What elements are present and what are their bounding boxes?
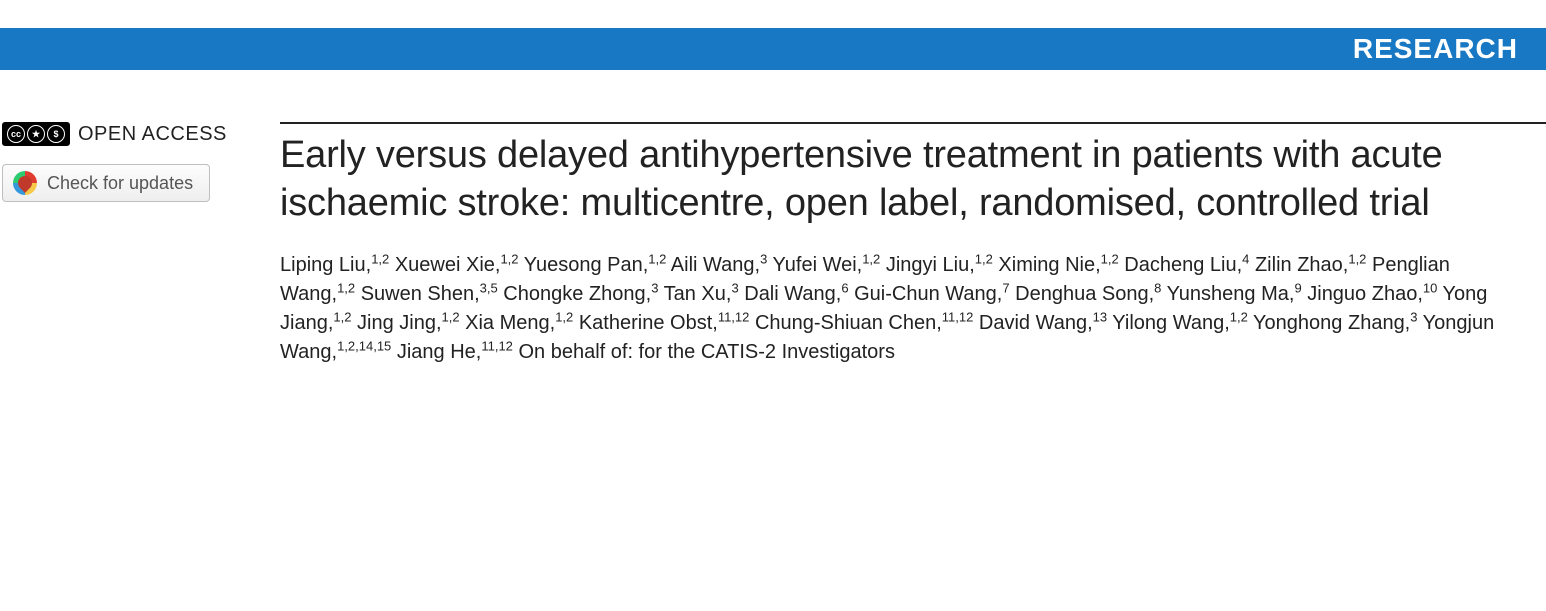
- open-access-label: OPEN ACCESS: [78, 123, 227, 146]
- article-title: Early versus delayed antihypertensive tr…: [280, 132, 1522, 227]
- content-row: cc ★ $ OPEN ACCESS Check for updates Ear…: [0, 122, 1546, 367]
- crossmark-icon: [13, 171, 37, 195]
- open-access-badge: cc ★ $ OPEN ACCESS: [2, 122, 280, 146]
- check-for-updates-button[interactable]: Check for updates: [2, 164, 210, 202]
- article-header: Early versus delayed antihypertensive tr…: [280, 122, 1546, 367]
- check-updates-label: Check for updates: [47, 173, 193, 194]
- nc-icon: $: [47, 125, 65, 143]
- section-banner: RESEARCH: [0, 28, 1546, 70]
- by-icon: ★: [27, 125, 45, 143]
- left-sidebar: cc ★ $ OPEN ACCESS Check for updates: [0, 122, 280, 367]
- banner-label: RESEARCH: [1353, 33, 1518, 64]
- author-list: Liping Liu,1,2 Xuewei Xie,1,2 Yuesong Pa…: [280, 251, 1522, 367]
- cc-icon: cc: [7, 125, 25, 143]
- cc-license-icon: cc ★ $: [2, 122, 70, 146]
